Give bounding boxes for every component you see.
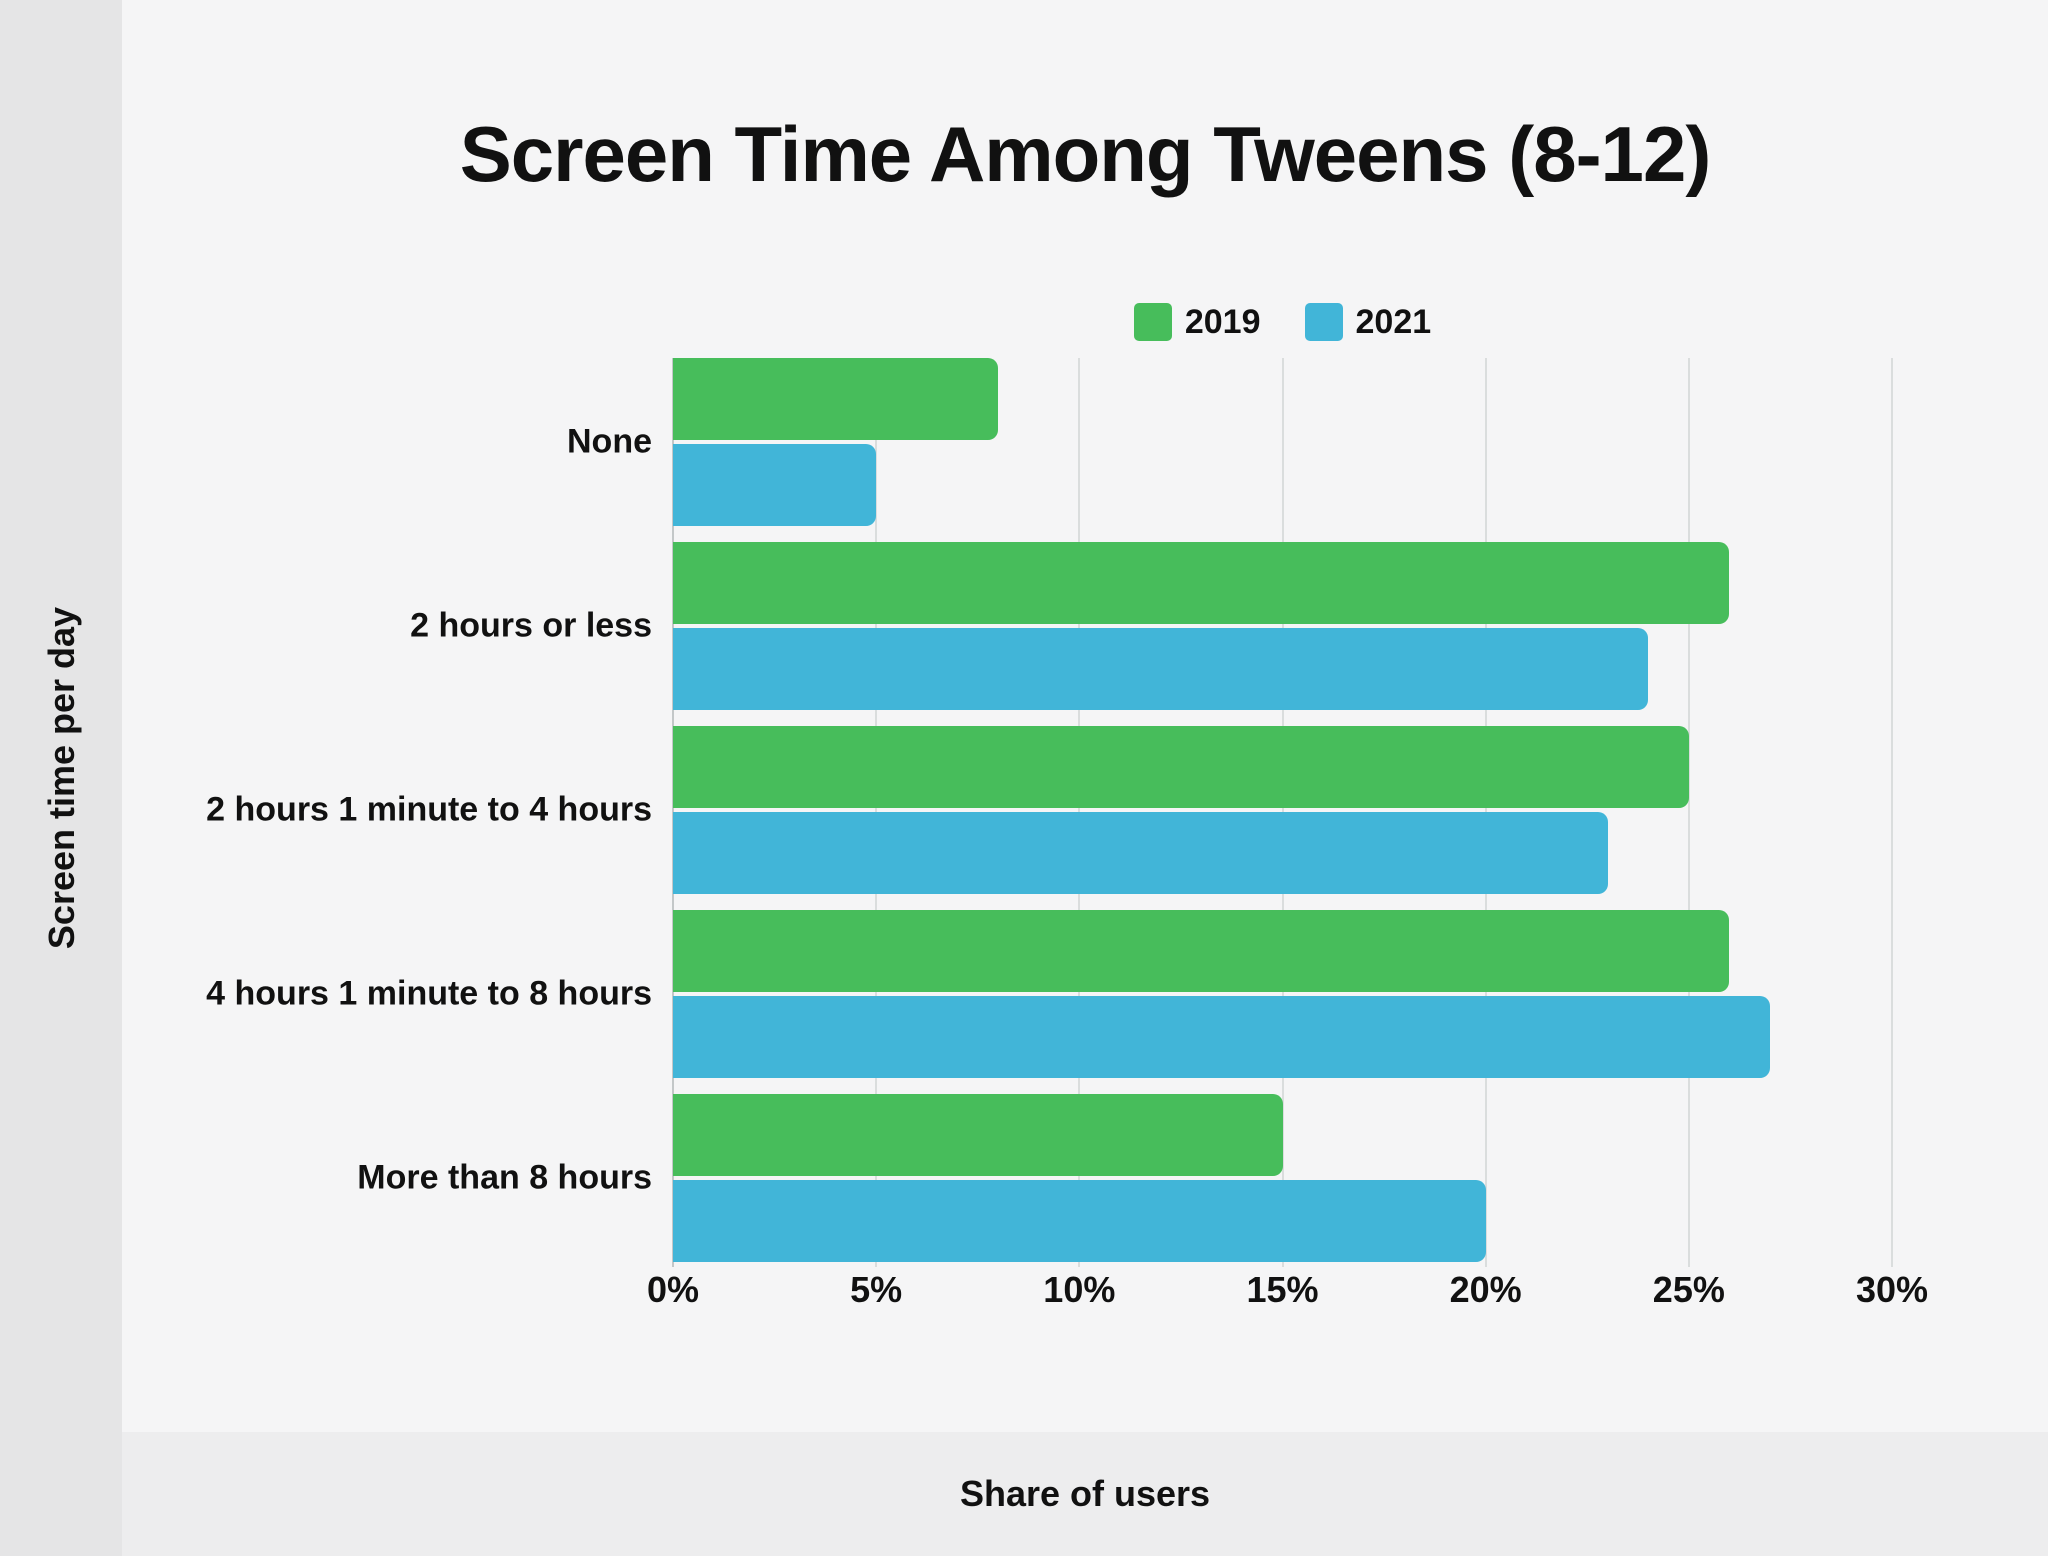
plot-area [672, 358, 1893, 1267]
x-tick-label-25%: 25% [1652, 1269, 1725, 1310]
legend-item-2021: 2021 [1304, 303, 1432, 341]
y-axis-panel [0, 0, 122, 1556]
x-tick-label-15%: 15% [1246, 1269, 1319, 1310]
category-label-4: 4 hours 1 minute to 8 hours [206, 974, 652, 1013]
y-axis-title: Screen time per day [41, 606, 82, 950]
legend-swatch-2019 [1133, 303, 1172, 341]
bar-2021-1 [673, 444, 877, 526]
bar-2019-1 [673, 358, 999, 440]
x-axis-ticks: 0% 5% 10% 15% 20% 25% 30% [647, 1269, 1928, 1316]
x-tick-label-30%: 30% [1855, 1269, 1929, 1310]
legend-item-2019: 2019 [1133, 303, 1261, 341]
x-tick-label-10%: 10% [1043, 1269, 1116, 1310]
legend-label-2021: 2021 [1355, 303, 1432, 341]
category-label-3: 2 hours 1 minute to 4 hours [206, 790, 652, 829]
x-tick-label-5%: 5% [850, 1269, 903, 1310]
category-label-1: None [567, 422, 652, 461]
category-label-5: More than 8 hours [357, 1158, 652, 1197]
x-tick-label-20%: 20% [1449, 1269, 1522, 1310]
chart-title: Screen Time Among Tweens (8-12) [459, 110, 1712, 198]
x-axis-title: Share of users [959, 1473, 1211, 1514]
x-tick-label-0%: 0% [646, 1269, 700, 1310]
bar-2021-4 [673, 996, 1771, 1078]
bar-2019-2 [673, 542, 1730, 624]
gridline-25 [1687, 358, 1690, 1267]
category-label-2: 2 hours or less [410, 606, 652, 645]
bar-2019-3 [673, 726, 1689, 808]
legend: 2019 2021 [673, 302, 1892, 342]
bar-2021-5 [673, 1180, 1486, 1262]
bar-2019-4 [673, 910, 1730, 992]
bar-2019-5 [673, 1094, 1283, 1176]
bar-2021-3 [673, 812, 1608, 894]
legend-label-2019: 2019 [1184, 303, 1261, 341]
legend-swatch-2021 [1304, 303, 1343, 341]
gridline-30 [1891, 358, 1893, 1267]
bar-2021-2 [673, 628, 1649, 710]
category-axis: None 2 hours or less 2 hours 1 minute to 4… [130, 358, 652, 1267]
x-axis-panel: Share of users [122, 1432, 2048, 1556]
